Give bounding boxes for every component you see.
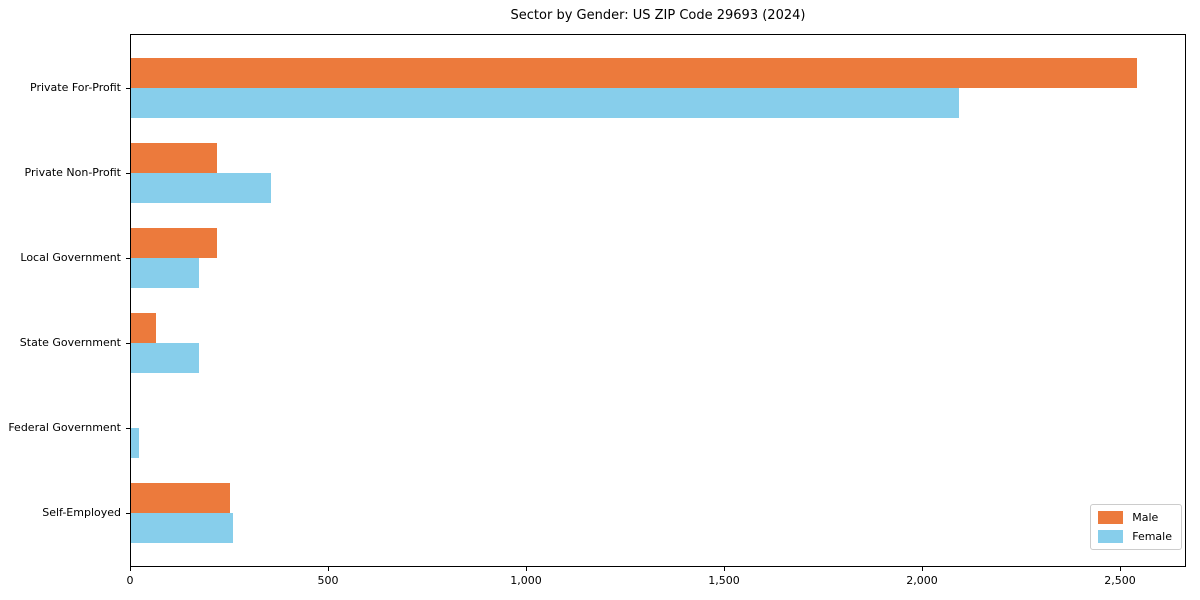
legend-item-male: Male (1098, 511, 1172, 524)
x-axis-tick (922, 567, 923, 571)
y-axis-tick (126, 173, 130, 174)
chart-title: Sector by Gender: US ZIP Code 29693 (202… (510, 8, 806, 23)
legend-swatch-male (1098, 511, 1124, 524)
y-axis-label: Local Government (20, 250, 121, 264)
y-axis-tick (126, 88, 130, 89)
bar-male (131, 313, 156, 343)
bar-male (131, 143, 217, 173)
y-axis-tick (126, 258, 130, 259)
x-tick-label: 500 (317, 574, 339, 587)
y-axis-tick (126, 343, 130, 344)
legend-label-male: Male (1132, 511, 1159, 524)
x-axis-tick (328, 567, 329, 571)
bar-female (131, 343, 199, 373)
bar-female (131, 513, 233, 543)
bar-female (131, 428, 139, 458)
y-axis-label: Federal Government (8, 421, 121, 434)
plot-area: Male Female (130, 34, 1186, 567)
bar-male (131, 228, 217, 258)
legend-label-female: Female (1132, 530, 1172, 543)
x-axis-tick (724, 567, 725, 571)
x-tick-label: 1,500 (708, 574, 740, 587)
y-axis-label: Private For-Profit (30, 80, 121, 94)
x-axis-tick (1120, 567, 1121, 571)
bar-female (131, 258, 199, 288)
y-axis-label: State Government (19, 336, 121, 349)
legend-swatch-female (1098, 530, 1124, 543)
x-axis-tick (130, 567, 131, 571)
x-axis-tick (526, 567, 527, 571)
y-axis-label: Self-Employed (42, 506, 121, 520)
y-axis-tick (126, 513, 130, 514)
legend-item-female: Female (1098, 530, 1172, 543)
x-tick-label: 2,000 (906, 574, 938, 587)
bar-male (131, 58, 1137, 88)
x-tick-label: 0 (126, 574, 134, 587)
legend: Male Female (1090, 504, 1182, 550)
bar-female (131, 173, 271, 203)
y-axis-label: Private Non-Profit (24, 165, 121, 179)
x-tick-label: 2,500 (1104, 574, 1136, 587)
y-axis-tick (126, 428, 130, 429)
bar-female (131, 88, 959, 118)
bar-male (131, 483, 230, 513)
x-tick-label: 1,000 (510, 574, 542, 587)
